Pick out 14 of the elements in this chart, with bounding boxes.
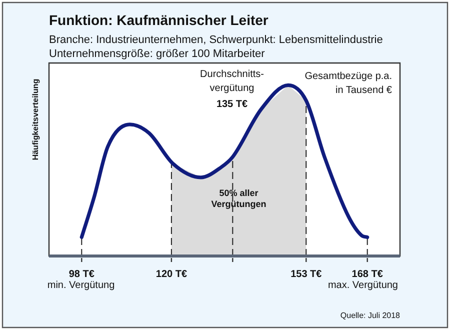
x-tick-label: 120 T€ (156, 268, 188, 280)
x-tick-label: 153 T€ (290, 268, 322, 280)
annotation: Durchschnitts- vergütung (200, 69, 264, 94)
band-label: 50% aller Vergütungen (211, 188, 266, 209)
x-tick-label: 98 T€ (68, 268, 95, 280)
y-axis-title: Häufigkeitsverteilung (31, 78, 40, 160)
source-note: Quelle: Juli 2018 (340, 311, 401, 320)
text: min. Vergütung (47, 280, 115, 291)
annotation: Gesamtbezüge p.a. in Tausend € (304, 71, 392, 96)
annotation: 135 T€ (216, 99, 248, 110)
chart-subtitle: Branche: Industrieunternehmen, Schwerpunkt: Lebensmittelindustrie Unternehmensgröße: größer 100 Mitarbeiter (49, 34, 383, 60)
x-tick-label: 168 T€ (352, 268, 384, 280)
text: max. Vergütung (328, 280, 398, 291)
chart-title: Funktion: Kaufmännischer Leiter (49, 12, 269, 28)
